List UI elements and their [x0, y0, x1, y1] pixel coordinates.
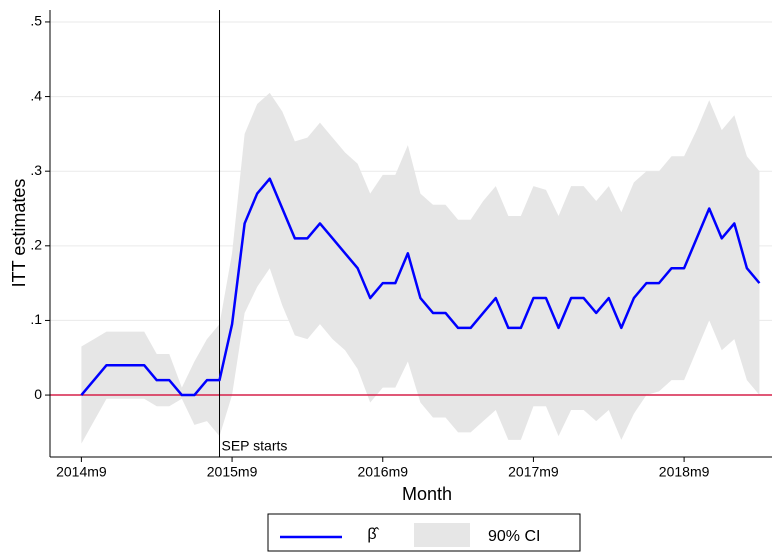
x-tick-label: 2017m9: [508, 464, 559, 480]
annotation-label: SEP starts: [222, 438, 288, 454]
x-tick-label: 2016m9: [357, 464, 408, 480]
ci-band: [81, 92, 760, 444]
x-tick-label: 2015m9: [207, 464, 258, 480]
line: [80, 177, 761, 397]
x-axis-label: Month: [402, 484, 452, 504]
x-tick-label: 2014m9: [56, 464, 107, 480]
y-tick-label: 0: [34, 386, 42, 402]
y-tick-label: .2: [30, 237, 42, 253]
legend-label: β̂: [367, 526, 379, 543]
y-tick-label: .1: [30, 311, 42, 327]
legend-swatch: [414, 523, 470, 547]
y-tick-label: .5: [30, 13, 42, 29]
y-tick-label: .3: [30, 162, 42, 178]
y-axis-label: ITT estimates: [9, 179, 29, 288]
legend-label: 90% CI: [488, 528, 540, 545]
y-tick-label: .4: [30, 87, 42, 103]
x-tick-label: 2018m9: [659, 464, 710, 480]
